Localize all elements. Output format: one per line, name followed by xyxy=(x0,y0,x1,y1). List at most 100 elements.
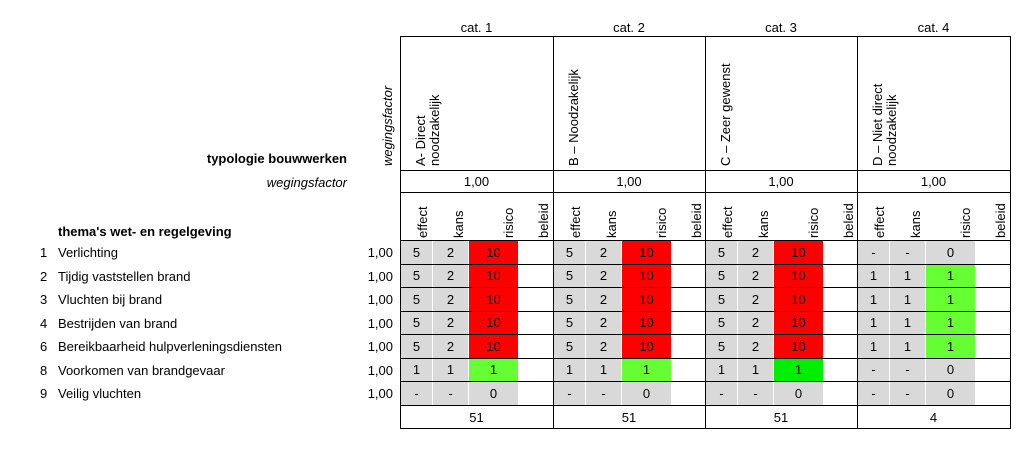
theme-label: Verlichting xyxy=(58,245,118,261)
theme-weight: 1,00 xyxy=(367,292,393,308)
cell-effect: 1 xyxy=(706,358,737,381)
category-weight: 1,00 xyxy=(920,174,947,189)
cell-kans: 1 xyxy=(890,335,925,358)
theme-label: Bestrijden van brand xyxy=(58,315,178,331)
cell-kans: 2 xyxy=(433,288,468,311)
subheader: risico xyxy=(806,207,821,238)
header-weging-vertical: wegingsfactor xyxy=(380,85,395,166)
theme-label: Tijdig vaststellen brand xyxy=(58,268,191,284)
cell-kans: - xyxy=(890,241,925,264)
cell-risico: 10 xyxy=(774,241,823,264)
category-type: D – Niet direct noodzakelijk xyxy=(870,44,899,166)
cell-risico: 10 xyxy=(469,264,518,287)
theme-label: Bereikbaarheid hulpverleningsdiensten xyxy=(58,339,283,355)
cell-effect: 1 xyxy=(401,358,432,381)
cell-kans: 2 xyxy=(586,335,621,358)
theme-weight: 1,00 xyxy=(367,339,393,355)
cell-kans: 2 xyxy=(433,241,468,264)
subheader: beleid xyxy=(536,203,551,238)
subheader: risico xyxy=(958,207,973,238)
cell-risico: 0 xyxy=(926,382,975,405)
category-type: C – Zeer gewenst xyxy=(718,44,733,166)
subheader: effect xyxy=(415,206,430,238)
category-type-line: A- Direct xyxy=(413,115,428,166)
category-total: 51 xyxy=(621,409,637,425)
theme-nr: 3 xyxy=(40,292,48,308)
cell-kans: 2 xyxy=(738,335,773,358)
cell-kans: 2 xyxy=(738,288,773,311)
category-type: B – Noodzakelijk xyxy=(566,44,581,166)
cell-kans: 1 xyxy=(586,358,621,381)
cell-kans: 1 xyxy=(738,358,773,381)
subheader: effect xyxy=(720,206,735,238)
theme-nr: 1 xyxy=(40,245,48,261)
cell-risico: 10 xyxy=(774,311,823,334)
cell-kans: 2 xyxy=(738,311,773,334)
cell-kans: 1 xyxy=(890,288,925,311)
subheader: kans xyxy=(451,210,466,238)
cell-effect: 5 xyxy=(554,288,585,311)
cell-effect: - xyxy=(858,241,889,264)
theme-nr: 8 xyxy=(40,362,48,378)
theme-weight: 1,00 xyxy=(367,386,393,402)
category-type-line: C – Zeer gewenst xyxy=(718,63,733,166)
cell-effect: 5 xyxy=(554,311,585,334)
cell-risico: 1 xyxy=(622,358,671,381)
subheader: beleid xyxy=(993,203,1008,238)
cell-effect: 5 xyxy=(401,264,432,287)
category-weight: 1,00 xyxy=(616,174,642,189)
cell-risico: 10 xyxy=(622,264,671,287)
subheader: beleid xyxy=(689,203,704,238)
subheader: kans xyxy=(604,210,619,238)
cell-kans: 1 xyxy=(433,358,468,381)
category-type: A- Direct noodzakelijk xyxy=(413,44,442,166)
subheader: effect xyxy=(568,206,583,238)
cell-effect: 5 xyxy=(706,311,737,334)
subheader: risico xyxy=(654,207,669,238)
cell-kans: 2 xyxy=(586,264,621,287)
cell-risico: 10 xyxy=(622,335,671,358)
cell-effect: 5 xyxy=(554,335,585,358)
cell-risico: 10 xyxy=(469,335,518,358)
theme-weight: 1,00 xyxy=(367,245,393,261)
subheader: kans xyxy=(756,210,771,238)
cell-effect: - xyxy=(706,382,737,405)
theme-nr: 6 xyxy=(40,339,48,355)
cell-kans: 2 xyxy=(433,335,468,358)
cell-effect: 5 xyxy=(401,335,432,358)
cell-risico: 10 xyxy=(469,311,518,334)
cell-risico: 0 xyxy=(774,382,823,405)
cell-kans: 2 xyxy=(738,241,773,264)
category-name: cat. 2 xyxy=(613,19,645,35)
category-type-line: noodzakelijk xyxy=(884,94,899,166)
cell-kans: - xyxy=(433,382,468,405)
category-name: cat. 4 xyxy=(917,19,950,35)
cell-kans: - xyxy=(890,382,925,405)
cell-kans: 1 xyxy=(890,311,925,334)
cell-effect: 1 xyxy=(858,264,889,287)
category-weight: 1,00 xyxy=(768,174,794,189)
theme-weight: 1,00 xyxy=(367,268,393,284)
category-total: 4 xyxy=(929,409,938,425)
cell-effect: 5 xyxy=(554,264,585,287)
cell-effect: 1 xyxy=(858,311,889,334)
cell-kans: 2 xyxy=(433,311,468,334)
theme-nr: 9 xyxy=(40,386,48,402)
cell-risico: 1 xyxy=(926,311,975,334)
cell-effect: - xyxy=(554,382,585,405)
cell-kans: 2 xyxy=(586,311,621,334)
theme-weight: 1,00 xyxy=(367,315,393,331)
cell-risico: 10 xyxy=(469,241,518,264)
category-type-line: D – Niet direct xyxy=(870,83,885,166)
grid-line xyxy=(705,36,706,429)
cell-risico: 0 xyxy=(926,358,975,381)
cell-risico: 0 xyxy=(469,382,518,405)
cell-risico: 1 xyxy=(926,335,975,358)
category-total: 51 xyxy=(773,409,789,425)
cell-risico: 1 xyxy=(926,288,975,311)
cell-effect: 5 xyxy=(401,241,432,264)
cell-effect: 5 xyxy=(401,311,432,334)
grid-line xyxy=(553,36,554,429)
theme-weight: 1,00 xyxy=(367,362,393,378)
